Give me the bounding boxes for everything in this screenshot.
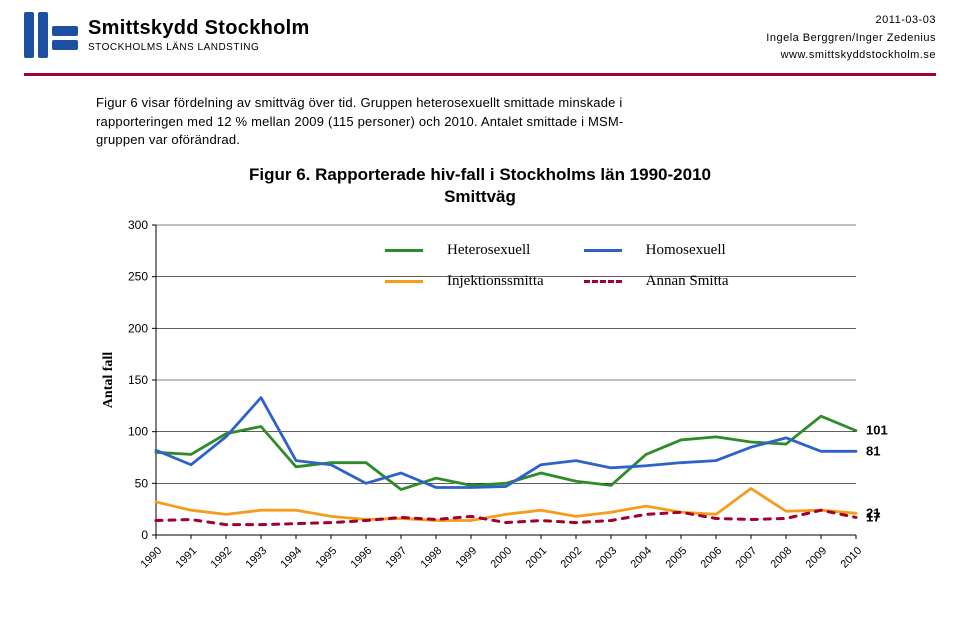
svg-text:2007: 2007 <box>734 544 760 570</box>
svg-text:150: 150 <box>128 373 148 387</box>
brand-logo-icon <box>24 12 78 58</box>
svg-text:1997: 1997 <box>384 544 410 570</box>
meta-site: www.smittskyddstockholm.se <box>766 47 936 65</box>
svg-text:1991: 1991 <box>174 544 200 570</box>
brand-text: Smittskydd Stockholm STOCKHOLMS LÄNS LAN… <box>88 17 310 53</box>
svg-text:1998: 1998 <box>419 544 445 570</box>
legend-label: Homosexuell <box>646 242 729 259</box>
header: Smittskydd Stockholm STOCKHOLMS LÄNS LAN… <box>0 0 960 65</box>
chart-title-line1: Figur 6. Rapporterade hiv-fall i Stockho… <box>249 165 711 184</box>
svg-text:17: 17 <box>866 509 880 524</box>
svg-text:200: 200 <box>128 321 148 335</box>
svg-text:1990: 1990 <box>139 544 165 570</box>
svg-text:2010: 2010 <box>839 544 865 570</box>
svg-text:1999: 1999 <box>454 544 480 570</box>
svg-text:2004: 2004 <box>629 544 655 570</box>
legend-label: Injektionssmitta <box>447 273 544 290</box>
svg-text:81: 81 <box>866 443 880 458</box>
svg-text:2009: 2009 <box>804 544 830 570</box>
svg-text:2000: 2000 <box>489 544 515 570</box>
svg-text:101: 101 <box>866 422 888 437</box>
svg-text:0: 0 <box>141 528 148 542</box>
page: Smittskydd Stockholm STOCKHOLMS LÄNS LAN… <box>0 0 960 639</box>
svg-text:50: 50 <box>135 476 149 490</box>
brand-title: Smittskydd Stockholm <box>88 17 310 40</box>
svg-text:2008: 2008 <box>769 544 795 570</box>
legend-swatch <box>584 249 622 252</box>
svg-text:300: 300 <box>128 218 148 232</box>
header-meta: 2011-03-03 Ingela Berggren/Inger Zedeniu… <box>766 12 936 65</box>
svg-text:1993: 1993 <box>244 544 270 570</box>
svg-text:250: 250 <box>128 269 148 283</box>
meta-authors: Ingela Berggren/Inger Zedenius <box>766 30 936 48</box>
svg-text:2001: 2001 <box>524 544 550 570</box>
intro-paragraph: Figur 6 visar fördelning av smittväg öve… <box>96 94 656 151</box>
legend: Heterosexuell Homosexuell Injektionssmitta… <box>385 242 729 290</box>
svg-text:2002: 2002 <box>559 544 585 570</box>
svg-text:1992: 1992 <box>209 544 235 570</box>
header-divider <box>24 73 936 76</box>
svg-text:1994: 1994 <box>279 544 305 570</box>
svg-text:1996: 1996 <box>349 544 375 570</box>
legend-label: Heterosexuell <box>447 242 544 259</box>
svg-text:100: 100 <box>128 424 148 438</box>
chart-title-line2: Smittväg <box>444 187 516 206</box>
svg-text:1995: 1995 <box>314 544 340 570</box>
svg-text:2006: 2006 <box>699 544 725 570</box>
svg-text:2005: 2005 <box>664 544 690 570</box>
legend-swatch <box>584 280 622 283</box>
legend-swatch <box>385 280 423 283</box>
legend-swatch <box>385 249 423 252</box>
meta-date: 2011-03-03 <box>766 12 936 30</box>
svg-text:2003: 2003 <box>594 544 620 570</box>
brand-subtitle: STOCKHOLMS LÄNS LANDSTING <box>88 42 310 53</box>
svg-text:Antal fall: Antal fall <box>101 351 116 408</box>
chart-title: Figur 6. Rapporterade hiv-fall i Stockho… <box>0 164 960 208</box>
legend-label: Annan Smitta <box>646 273 729 290</box>
brand: Smittskydd Stockholm STOCKHOLMS LÄNS LAN… <box>24 12 310 58</box>
